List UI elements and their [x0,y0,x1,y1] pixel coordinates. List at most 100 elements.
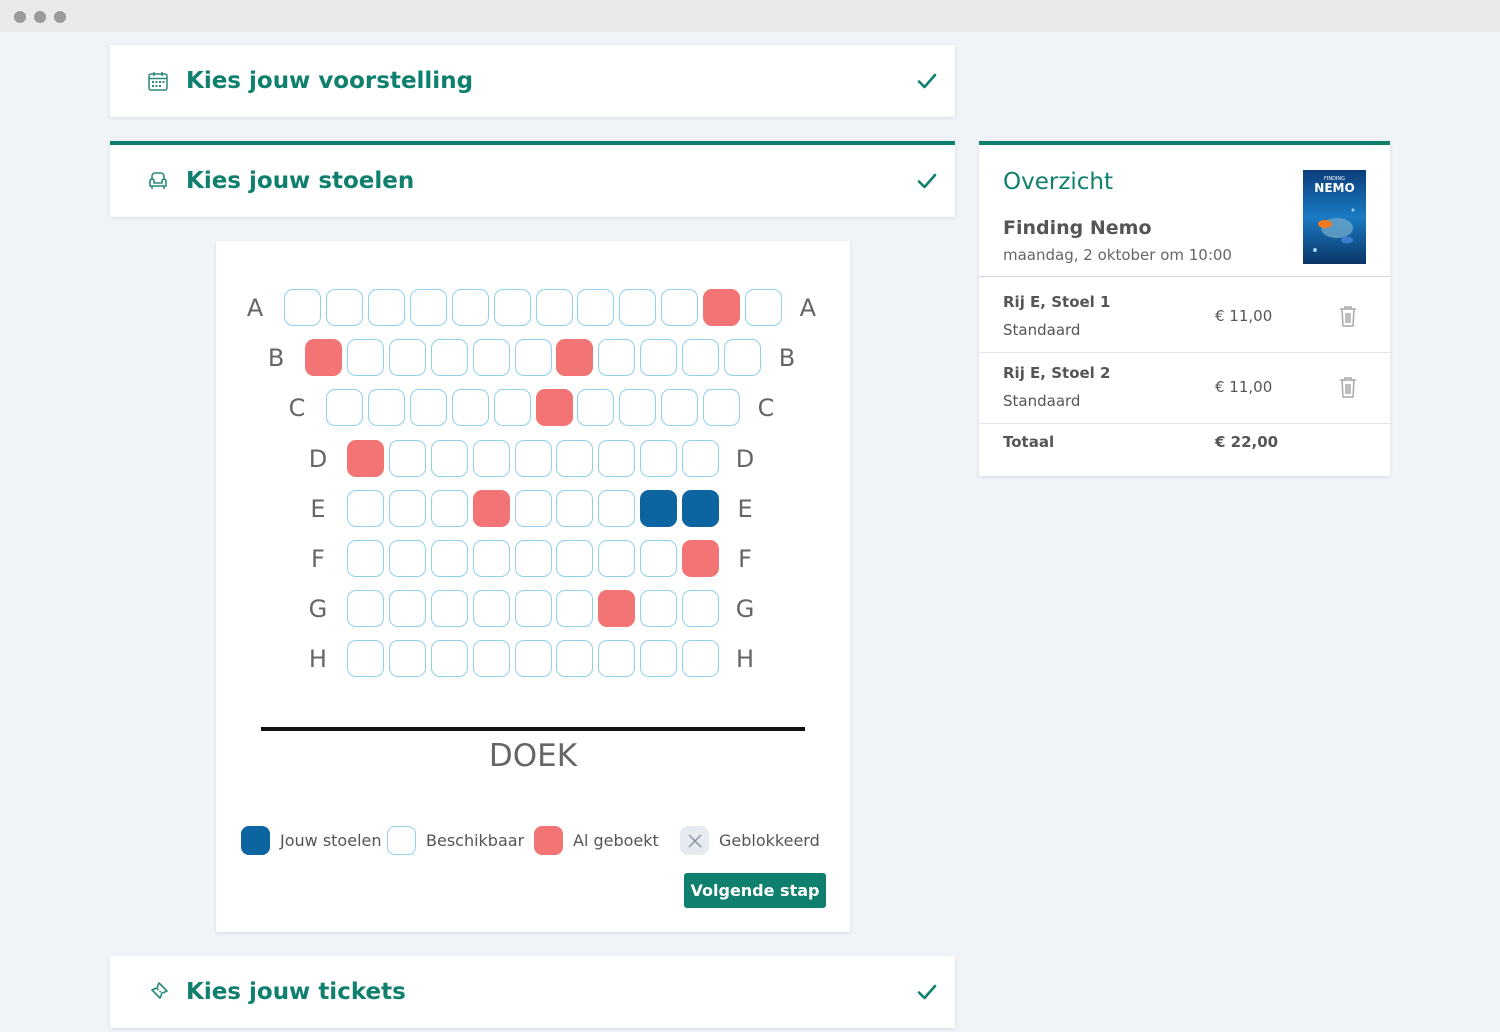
seat-available[interactable] [682,590,720,628]
seat-available[interactable] [682,640,720,678]
seat-available[interactable] [346,640,384,678]
overview-title: Overzicht [1003,169,1114,195]
seat-available[interactable] [682,439,720,477]
seat-available[interactable] [326,389,363,427]
seat-available[interactable] [472,339,510,377]
overview-panel: Overzicht FINDING NEMO Finding Nemo maan… [979,141,1390,476]
seat-available[interactable] [556,540,594,577]
seat-available[interactable] [640,640,678,678]
seat-available[interactable] [493,289,531,326]
seat-available[interactable] [682,339,720,377]
row-label-left: C [288,394,306,423]
seat-available[interactable] [472,540,510,577]
seat-available[interactable] [577,389,615,427]
trash-icon[interactable] [1337,375,1359,399]
seat-available[interactable] [388,590,426,628]
seat-booked [472,489,510,527]
seat-available[interactable] [346,339,384,377]
window-minimize-dot[interactable] [34,11,46,23]
window-close-dot[interactable] [14,11,26,23]
seat-available[interactable] [703,389,741,427]
screen-line [261,727,805,731]
seat-available[interactable] [556,640,594,678]
row-label-left: E [310,494,326,523]
seat-available[interactable] [284,289,322,326]
seat-available[interactable] [346,540,384,577]
seat-mine[interactable] [640,489,678,527]
seat-available[interactable] [430,640,468,678]
step-show[interactable]: Kies jouw voorstelling [110,45,955,117]
seat-available[interactable] [598,439,636,477]
seat-available[interactable] [409,389,447,427]
window-titlebar [0,0,1500,32]
seat-available[interactable] [640,590,678,628]
check-icon [915,69,939,93]
seat-available[interactable] [640,439,678,477]
legend-swatch-available [387,826,416,855]
seat-available[interactable] [514,540,552,577]
ticket-seat: Rij E, Stoel 2 [1003,364,1111,382]
seat-available[interactable] [514,489,552,527]
seat-available[interactable] [619,289,657,326]
ticket-type: Standaard [1003,321,1081,339]
seat-available[interactable] [472,640,510,678]
seat-available[interactable] [556,489,594,527]
seat-available[interactable] [514,339,552,377]
seat-available[interactable] [409,289,447,326]
legend-swatch-booked [534,826,563,855]
seat-available[interactable] [661,389,699,427]
window-maximize-dot[interactable] [54,11,66,23]
seat-available[interactable] [430,540,468,577]
seat-available[interactable] [661,289,699,326]
seat-available[interactable] [724,339,762,377]
seat-available[interactable] [556,590,594,628]
seat-available[interactable] [598,339,636,377]
seat-available[interactable] [388,489,426,527]
seat-available[interactable] [472,590,510,628]
seat-booked [703,289,741,326]
seat-available[interactable] [367,389,405,427]
seat-available[interactable] [514,439,552,477]
seat-mine[interactable] [682,489,720,527]
seat-available[interactable] [619,389,657,427]
seat-available[interactable] [514,640,552,678]
legend-available: Beschikbaar [387,826,524,855]
seat-available[interactable] [598,640,636,678]
next-step-button[interactable]: Volgende stap [684,873,826,908]
step-tickets-title: Kies jouw tickets [186,979,406,1005]
seat-available[interactable] [430,439,468,477]
seat-available[interactable] [388,640,426,678]
seat-available[interactable] [577,289,615,326]
row-label-right: D [735,444,755,473]
seat-available[interactable] [535,289,573,326]
seat-available[interactable] [514,590,552,628]
seat-available[interactable] [598,489,636,527]
seat-available[interactable] [388,540,426,577]
seat-available[interactable] [367,289,405,326]
step-seats[interactable]: Kies jouw stoelen [110,141,955,217]
seat-available[interactable] [388,339,426,377]
screen-label: DOEK [488,738,578,774]
step-tickets[interactable]: Kies jouw tickets [110,956,955,1028]
seat-available[interactable] [640,339,678,377]
movie-poster: FINDING NEMO [1303,170,1366,264]
seat-available[interactable] [556,439,594,477]
row-label-left: B [267,344,285,373]
seat-available[interactable] [598,540,636,577]
trash-icon[interactable] [1337,304,1359,328]
seat-available[interactable] [388,439,426,477]
seat-available[interactable] [346,590,384,628]
seat-available[interactable] [430,339,468,377]
seat-available[interactable] [493,389,531,427]
seat-available[interactable] [326,289,363,326]
seat-available[interactable] [430,489,468,527]
seat-available[interactable] [346,489,384,527]
seat-available[interactable] [430,590,468,628]
seat-available[interactable] [745,289,782,326]
seat-available[interactable] [472,439,510,477]
seat-available[interactable] [451,389,489,427]
legend-blocked: Geblokkeerd [680,826,820,855]
row-label-left: H [308,645,327,674]
seat-available[interactable] [640,540,678,577]
seat-available[interactable] [451,289,489,326]
